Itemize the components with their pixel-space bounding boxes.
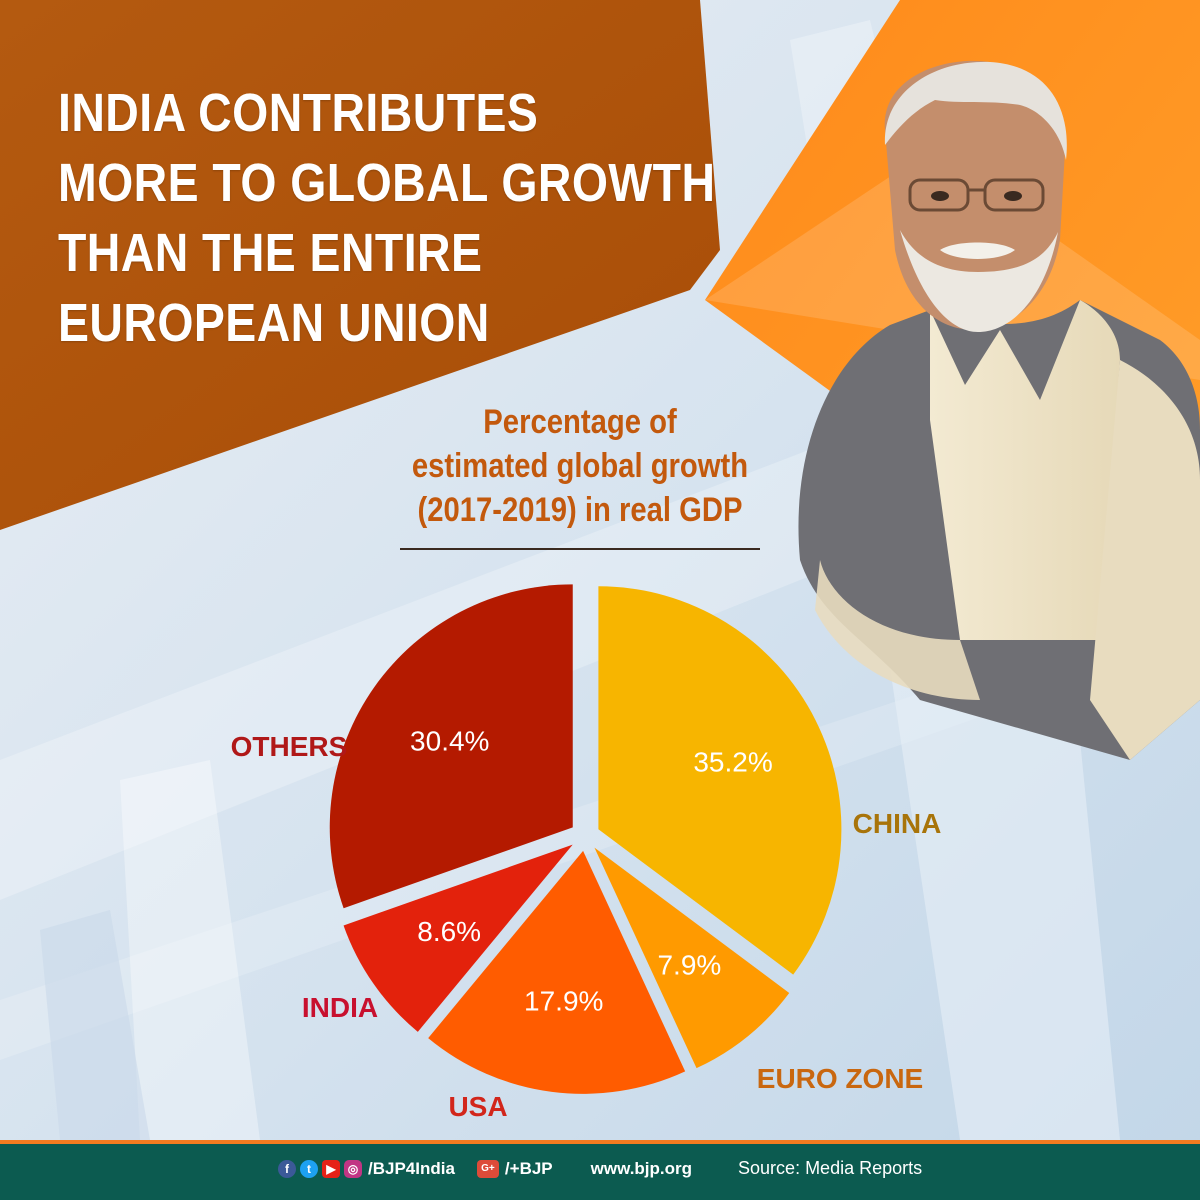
pie-slice-india [343, 844, 573, 1032]
slice-category-label: OTHERS [231, 731, 348, 762]
facebook-icon[interactable]: f [278, 1159, 296, 1178]
pie-slice-china [598, 586, 842, 975]
slice-value-label: 8.6% [417, 916, 481, 947]
website-link[interactable]: www.bjp.org [590, 1158, 693, 1178]
gplus-handle[interactable]: /+BJP [504, 1158, 553, 1178]
pie-slice-usa [428, 850, 686, 1094]
chart-title-line: (2017-2019) in real GDP [417, 491, 743, 529]
pie-slice-euro-zone [594, 847, 790, 1069]
slice-category-label: CHINA [853, 808, 942, 839]
footer-bar: f t ▶ ◎ /BJP4India G+ /+BJP www.bjp.org … [0, 1140, 1200, 1200]
slice-value-label: 7.9% [657, 950, 721, 981]
portrait-photo [798, 60, 1200, 760]
google-plus-icon[interactable]: G+ [476, 1159, 499, 1178]
pie-slice-others [329, 584, 573, 909]
slice-category-label: INDIA [302, 992, 378, 1023]
social-handle[interactable]: /BJP4India [368, 1158, 455, 1178]
source-note: Source: Media Reports [738, 1158, 923, 1178]
headline-line: INDIA CONTRIBUTES [58, 83, 539, 143]
instagram-icon[interactable]: ◎ [344, 1159, 362, 1178]
slice-value-label: 17.9% [524, 985, 603, 1016]
footer-stripe [0, 1140, 1200, 1144]
chart-title: Percentage of estimated global growth (2… [408, 400, 752, 532]
footer-row: f t ▶ ◎ /BJP4India G+ /+BJP www.bjp.org … [278, 1158, 922, 1179]
headline-line: EUROPEAN UNION [58, 293, 490, 353]
twitter-icon[interactable]: t [300, 1159, 318, 1178]
slice-category-label: USA [448, 1091, 507, 1122]
chart-title-line: estimated global growth [411, 447, 749, 485]
chart-title-line: Percentage of [483, 403, 677, 441]
youtube-icon[interactable]: ▶ [322, 1159, 340, 1178]
slice-value-label: 35.2% [693, 747, 772, 778]
slice-value-label: 30.4% [410, 725, 489, 756]
headline-line: THAN THE ENTIRE [58, 223, 483, 283]
pie-slices: 35.2% CHINA 7.9% EURO ZONE 17.9% USA 8.6% INDIA… [231, 584, 942, 1122]
slice-category-label: EURO ZONE [757, 1063, 923, 1094]
